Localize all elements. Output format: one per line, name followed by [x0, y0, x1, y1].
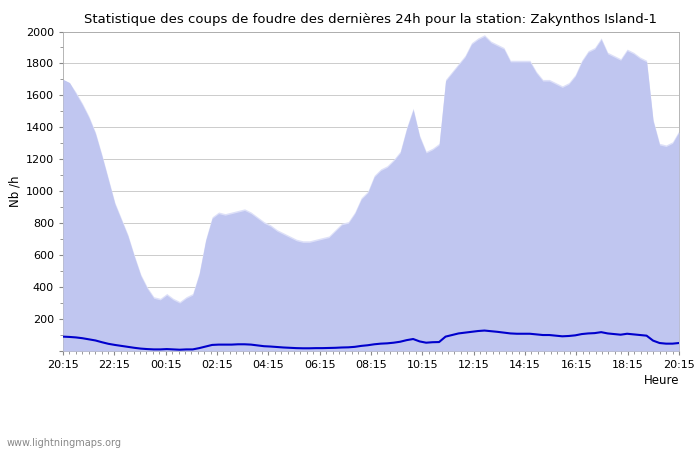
Y-axis label: Nb /h: Nb /h — [8, 176, 22, 207]
Text: www.lightningmaps.org: www.lightningmaps.org — [7, 438, 122, 448]
Title: Statistique des coups de foudre des dernières 24h pour la station: Zakynthos Isl: Statistique des coups de foudre des dern… — [85, 13, 657, 26]
Text: Heure: Heure — [643, 374, 679, 387]
